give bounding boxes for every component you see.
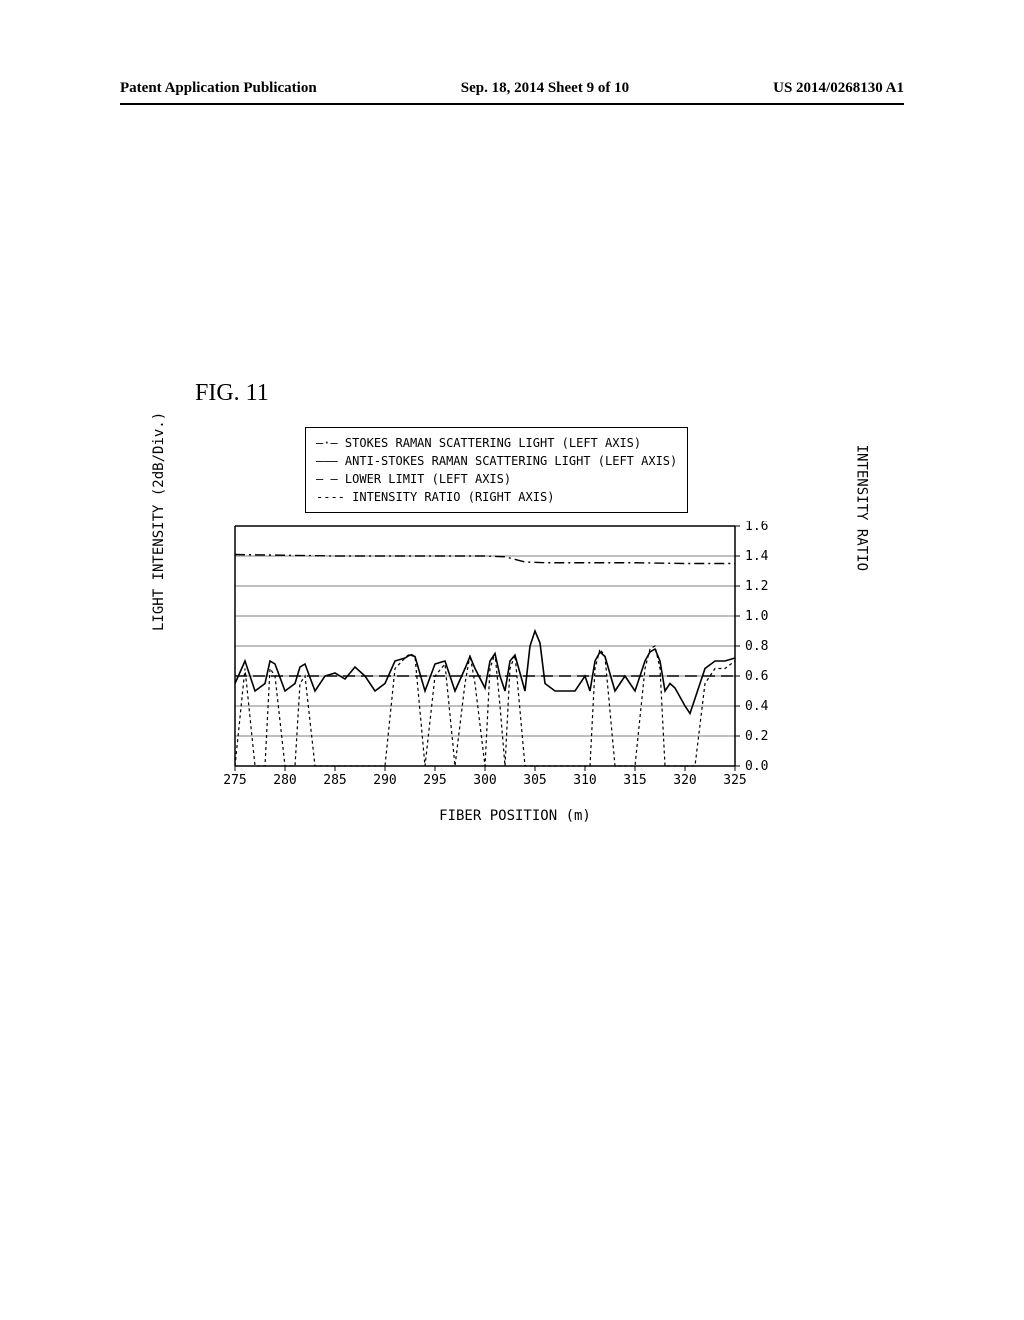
legend-item: — — LOWER LIMIT (LEFT AXIS) [316,470,677,488]
page-header: Patent Application Publication Sep. 18, … [0,80,1024,105]
svg-text:275: 275 [223,773,246,786]
chart-svg: 275 280 285 290 295 300 305 310 315 320 3250.0 0.2 0… [195,521,775,786]
svg-text:0.6: 0.6 [745,669,768,684]
svg-text:0.0: 0.0 [745,759,768,774]
svg-text:280: 280 [273,773,296,786]
svg-text:300: 300 [473,773,496,786]
svg-text:1.0: 1.0 [745,609,768,624]
header-center: Sep. 18, 2014 Sheet 9 of 10 [461,80,629,97]
svg-text:315: 315 [623,773,646,786]
svg-text:0.4: 0.4 [745,699,769,714]
y-left-label: LIGHT INTENSITY (2dB/Div.) [151,412,167,631]
svg-text:325: 325 [723,773,746,786]
legend-item: ---- INTENSITY RATIO (RIGHT AXIS) [316,488,677,506]
svg-text:1.4: 1.4 [745,549,769,564]
svg-text:285: 285 [323,773,346,786]
svg-text:1.2: 1.2 [745,579,768,594]
header-left: Patent Application Publication [120,80,317,97]
figure-title: FIG. 11 [195,380,835,407]
svg-text:290: 290 [373,773,396,786]
figure: FIG. 11 —·— STOKES RAMAN SCATTERING LIGH… [195,380,835,824]
chart-area: LIGHT INTENSITY (2dB/Div.) INTENSITY RAT… [195,521,835,824]
svg-text:0.2: 0.2 [745,729,768,744]
y-right-label: INTENSITY RATIO [853,445,869,571]
svg-text:0.8: 0.8 [745,639,768,654]
svg-text:305: 305 [523,773,546,786]
svg-text:320: 320 [673,773,696,786]
svg-text:295: 295 [423,773,446,786]
svg-text:1.6: 1.6 [745,521,768,534]
header-right: US 2014/0268130 A1 [773,80,904,97]
legend-item: —·— STOKES RAMAN SCATTERING LIGHT (LEFT … [316,434,677,452]
legend-item: ——— ANTI-STOKES RAMAN SCATTERING LIGHT (… [316,452,677,470]
x-label: FIBER POSITION (m) [195,808,835,824]
legend-box: —·— STOKES RAMAN SCATTERING LIGHT (LEFT … [305,427,688,513]
svg-text:310: 310 [573,773,596,786]
